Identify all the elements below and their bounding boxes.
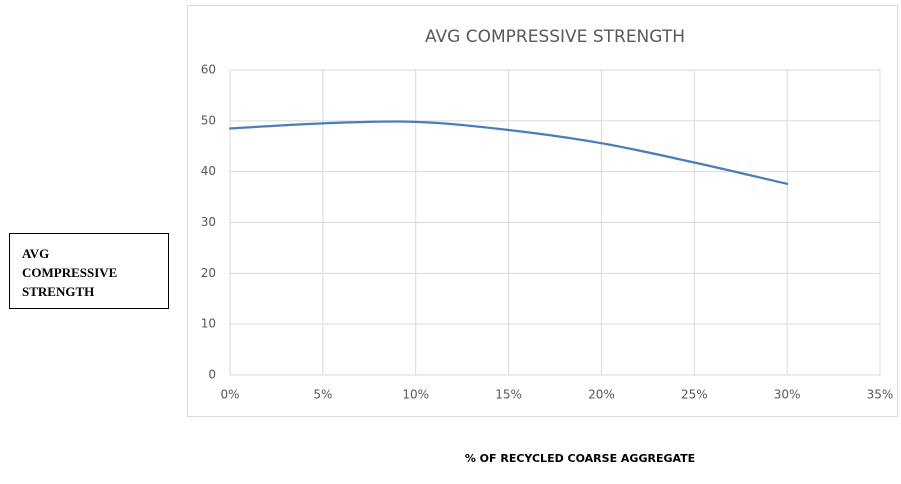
y-tick-label: 20	[201, 266, 216, 280]
x-tick-label: 30%	[774, 388, 801, 402]
x-tick-label: 20%	[588, 388, 615, 402]
chart-frame	[187, 5, 898, 417]
y-tick-label: 10	[201, 317, 216, 331]
chart-title: AVG COMPRESSIVE STRENGTH	[425, 27, 685, 47]
x-tick-label: 35%	[867, 388, 894, 402]
y-tick-label: 40	[201, 164, 216, 178]
x-tick-label: 25%	[681, 388, 708, 402]
x-tick-label: 0%	[220, 388, 239, 402]
x-tick-label: 5%	[313, 388, 332, 402]
x-axis-label: % OF RECYCLED COARSE AGGREGATE	[464, 452, 696, 465]
y-tick-label: 60	[201, 63, 216, 77]
line	[228, 120, 789, 185]
y-axis-label-box: AVG COMPRESSIVE STRENGTH	[9, 233, 169, 309]
x-tick-label: 15%	[495, 388, 522, 402]
y-tick-label: 30	[201, 215, 216, 229]
y-tick-label: 50	[201, 113, 216, 127]
y-tick-label: 0	[208, 368, 216, 382]
x-tick-label: 10%	[402, 388, 429, 402]
y-axis-label: AVG COMPRESSIVE STRENGTH	[22, 246, 118, 299]
